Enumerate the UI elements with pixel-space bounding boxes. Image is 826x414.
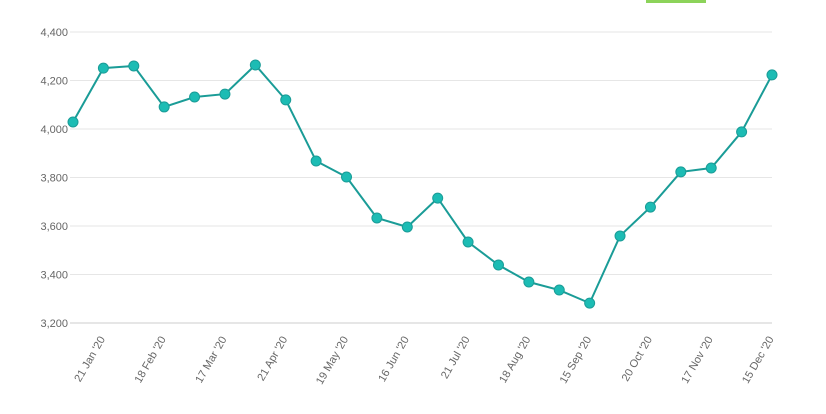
x-tick-label: 17 Nov '20 xyxy=(679,335,716,386)
line xyxy=(72,63,773,305)
y-tick-label: 4,400 xyxy=(40,27,68,39)
x-tick-label: 21 Jul '20 xyxy=(439,334,473,380)
marker xyxy=(523,276,535,288)
y-tick-label: 4,200 xyxy=(40,76,68,88)
marker xyxy=(736,126,748,138)
x-tick-label: 15 Dec '20 xyxy=(740,335,777,386)
x-tick-label: 17 Mar '20 xyxy=(193,335,229,386)
marker xyxy=(249,59,261,71)
marker xyxy=(189,91,201,103)
marker xyxy=(341,171,353,183)
marker xyxy=(67,116,79,128)
marker xyxy=(553,284,565,296)
legend-swatch xyxy=(646,0,706,3)
marker xyxy=(584,297,596,309)
x-tick-label: 20 Oct '20 xyxy=(620,335,655,384)
x-tick-label: 21 Jan '20 xyxy=(72,335,108,385)
marker xyxy=(158,101,170,113)
y-tick-label: 4,000 xyxy=(40,124,68,136)
marker xyxy=(766,69,778,81)
marker xyxy=(675,166,687,178)
marker xyxy=(219,88,231,100)
x-tick-label: 15 Sep '20 xyxy=(558,335,595,386)
x-tick-label: 19 May '20 xyxy=(314,335,351,387)
marker xyxy=(310,155,322,167)
x-tick-label: 18 Aug '20 xyxy=(497,335,533,386)
marker xyxy=(371,212,383,224)
marker xyxy=(280,94,292,106)
marker xyxy=(644,201,656,213)
marker xyxy=(462,236,474,248)
marker xyxy=(401,221,413,233)
y-tick-label: 3,600 xyxy=(40,221,68,233)
marker xyxy=(705,162,717,174)
marker xyxy=(97,62,109,74)
x-tick-label: 16 Jun '20 xyxy=(376,335,412,385)
marker xyxy=(492,259,504,271)
x-tick-label: 21 Apr '20 xyxy=(255,335,290,384)
x-tick-label: 18 Feb '20 xyxy=(133,335,169,386)
y-tick-label: 3,800 xyxy=(40,173,68,185)
y-tick-label: 3,200 xyxy=(40,318,68,330)
y-tick-label: 3,400 xyxy=(40,270,68,282)
marker xyxy=(128,60,140,72)
marker xyxy=(432,192,444,204)
marker xyxy=(614,230,626,242)
